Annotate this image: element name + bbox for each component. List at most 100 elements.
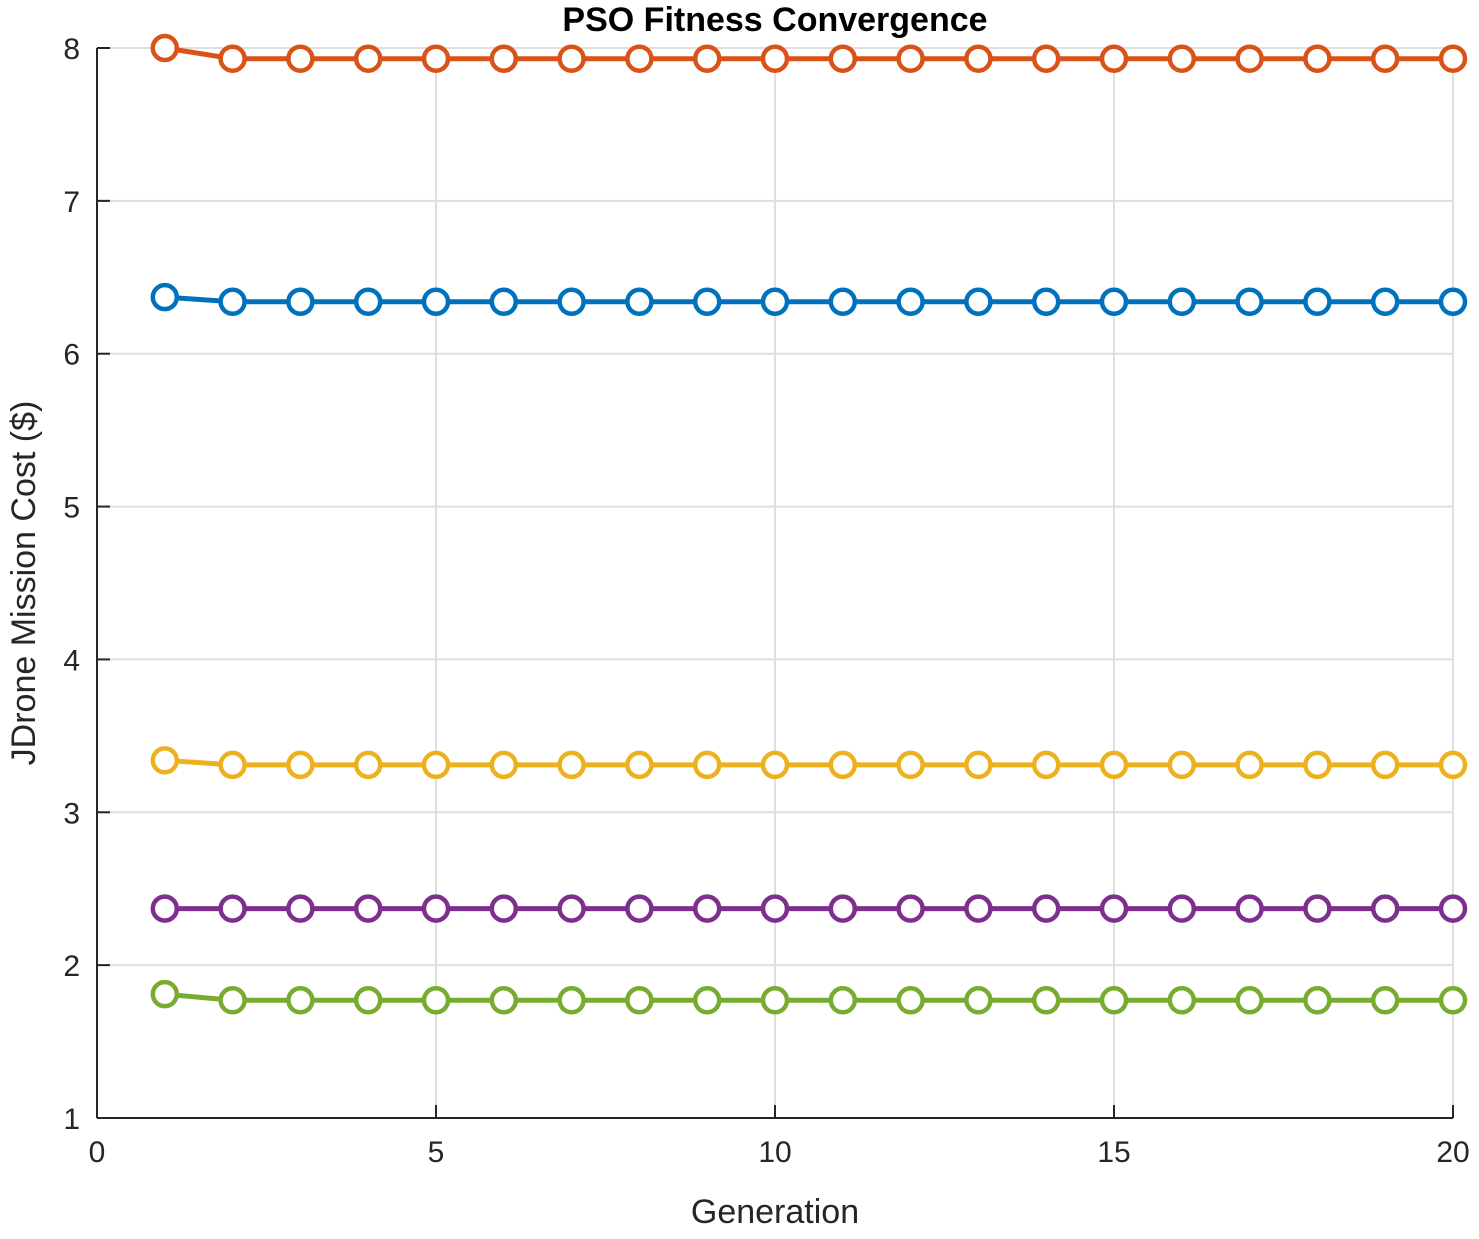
series-2-point-20 (1438, 44, 1468, 73)
series-3-point-3 (286, 750, 315, 780)
plot-series (150, 33, 1468, 1015)
series-4-point-17 (1235, 894, 1264, 923)
series-2-point-10 (760, 44, 790, 73)
y-tick-label-6: 6 (63, 339, 80, 372)
series-2-point-16 (1167, 44, 1197, 73)
series-4-point-5 (421, 894, 451, 923)
series-4-point-12 (896, 894, 925, 923)
series-3-point-14 (1031, 750, 1061, 780)
series-1-point-5 (421, 287, 451, 316)
series-4-point-16 (1167, 894, 1197, 923)
series-5-point-20 (1438, 986, 1468, 1015)
series-3-point-7 (557, 750, 586, 780)
series-4-point-6 (489, 894, 519, 923)
series-3-point-6 (489, 750, 519, 780)
series-4 (150, 894, 1468, 923)
series-1-point-7 (557, 287, 586, 316)
series-1-point-19 (1370, 287, 1400, 316)
series-3-point-16 (1167, 750, 1197, 780)
series-5-point-14 (1031, 986, 1061, 1015)
series-1-point-9 (692, 287, 722, 316)
series-5 (150, 979, 1468, 1015)
x-tick-label-5: 5 (428, 1136, 445, 1169)
series-2-point-6 (489, 44, 519, 73)
series-1-point-1 (150, 282, 180, 312)
series-2-point-13 (964, 44, 993, 73)
series-5-point-15 (1099, 986, 1129, 1015)
series-5-point-6 (489, 986, 519, 1015)
series-2-point-17 (1235, 44, 1264, 73)
series-3-point-2 (218, 750, 247, 780)
series-3-point-19 (1370, 750, 1400, 780)
series-5-point-18 (1303, 986, 1332, 1015)
series-4-point-13 (964, 894, 993, 923)
series-3-point-18 (1303, 750, 1332, 780)
series-2-point-15 (1099, 44, 1129, 73)
series-1-point-16 (1167, 287, 1197, 316)
x-tick-label-10: 10 (758, 1136, 791, 1169)
series-1-point-8 (625, 287, 654, 316)
series-3-point-1 (150, 746, 180, 775)
series-5-point-10 (760, 986, 790, 1015)
series-1-point-17 (1235, 287, 1264, 316)
series-4-point-19 (1370, 894, 1400, 923)
x-axis-label: Generation (691, 1193, 859, 1231)
x-tick-label-20: 20 (1436, 1136, 1469, 1169)
series-5-point-7 (557, 986, 586, 1015)
series-5-point-12 (896, 986, 925, 1015)
y-tick-label-7: 7 (63, 186, 80, 219)
series-1-point-4 (353, 287, 383, 316)
series-1-point-18 (1303, 287, 1332, 316)
y-tick-label-5: 5 (63, 492, 80, 525)
series-5-point-5 (421, 986, 451, 1015)
series-2-point-18 (1303, 44, 1332, 73)
series-1-point-2 (218, 287, 247, 316)
series-4-point-3 (286, 894, 315, 923)
series-5-point-11 (828, 986, 858, 1015)
series-2-point-7 (557, 44, 586, 73)
tick-labels: 0 5 10 15 20 1 2 3 4 5 6 7 8 (63, 33, 1469, 1169)
series-5-point-1 (150, 979, 180, 1009)
series-4-point-15 (1099, 894, 1129, 923)
series-4-point-20 (1438, 894, 1468, 923)
series-3-point-20 (1438, 750, 1468, 780)
series-5-point-17 (1235, 986, 1264, 1015)
series-1-point-12 (896, 287, 925, 316)
series-3-point-15 (1099, 750, 1129, 780)
series-3-point-8 (625, 750, 654, 780)
y-tick-label-2: 2 (63, 950, 80, 983)
series-5-point-3 (286, 986, 315, 1015)
series-5-point-9 (692, 986, 722, 1015)
series-5-point-8 (625, 986, 654, 1015)
series-4-point-1 (150, 894, 180, 923)
y-tick-label-8: 8 (63, 33, 80, 66)
series-2 (150, 33, 1468, 73)
series-3-point-13 (964, 750, 993, 780)
series-2-point-2 (218, 44, 247, 73)
series-1-point-15 (1099, 287, 1129, 316)
series-3-point-10 (760, 750, 790, 780)
series-2-point-19 (1370, 44, 1400, 73)
series-4-point-10 (760, 894, 790, 923)
series-3 (150, 746, 1468, 780)
series-1-point-3 (286, 287, 315, 316)
series-1-point-20 (1438, 287, 1468, 316)
series-1 (150, 282, 1468, 316)
series-1-point-10 (760, 287, 790, 316)
series-5-point-4 (353, 986, 383, 1015)
series-2-point-12 (896, 44, 925, 73)
series-4-point-11 (828, 894, 858, 923)
series-2-point-9 (692, 44, 722, 73)
series-2-point-4 (353, 44, 383, 73)
series-2-point-14 (1031, 44, 1061, 73)
series-4-point-2 (218, 894, 247, 923)
grid (97, 47, 1454, 1118)
y-axis-label: JDrone Mission Cost ($) (5, 401, 43, 766)
series-3-point-9 (692, 750, 722, 780)
axes (96, 47, 1454, 1119)
series-2-point-3 (286, 44, 315, 73)
series-3-point-11 (828, 750, 858, 780)
series-2-point-1 (150, 33, 180, 63)
x-tick-label-0: 0 (89, 1136, 106, 1169)
